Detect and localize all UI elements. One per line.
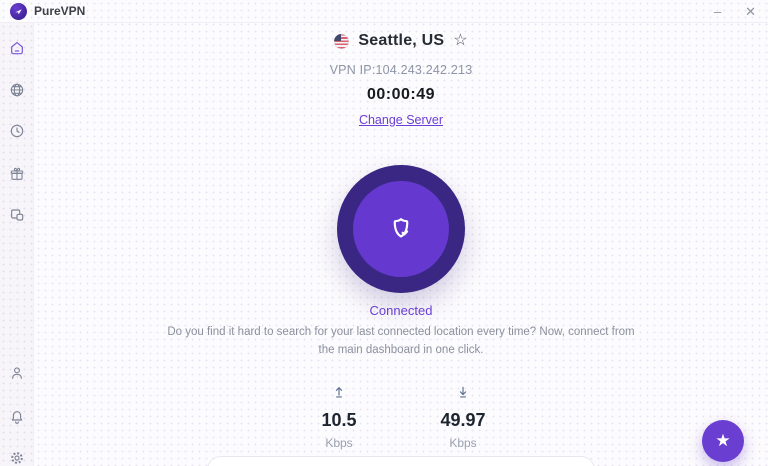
us-flag-icon [334,33,350,49]
connect-button[interactable] [337,165,465,293]
history-clock-icon [10,124,24,138]
promo-line-2: the main dashboard in one click. [318,343,484,356]
shield-check-icon [393,218,409,238]
session-timer: 00:00:49 [366,86,436,103]
purevpn-logo-icon [10,2,27,20]
close-button[interactable]: ✕ [745,3,756,19]
promo-line-1: Do you find it hard to search for your l… [167,326,635,338]
window-controls: – ✕ [714,5,756,18]
app-title: PureVPN [34,4,86,18]
bottom-panel[interactable] [207,456,595,466]
gift-icon [10,167,24,180]
favorites-fab-button[interactable]: ★ [702,420,744,462]
bell-icon [11,411,23,424]
sidebar-item-rewards[interactable] [9,166,25,182]
sidebar-item-locations[interactable] [9,82,25,98]
gear-icon [11,452,23,464]
favorite-star-icon[interactable]: ☆ [453,32,468,49]
profile-icon [12,367,22,379]
download-unit: Kbps [449,436,477,450]
change-server: Change Server [34,113,768,127]
sidebar-item-profile[interactable] [9,365,25,381]
upload-unit: Kbps [325,436,353,450]
connect-button-inner [353,181,449,277]
location-name: Seattle, US [358,32,445,49]
globe-icon [10,83,24,97]
devices-icon [11,209,24,221]
sidebar-item-devices[interactable] [9,207,25,223]
minimize-button[interactable]: – [713,3,722,19]
download-stat: 49.97 Kbps [434,385,492,450]
change-server-link[interactable]: Change Server [358,113,444,127]
upload-stat: 10.5 Kbps [310,385,368,450]
main-dashboard: Seattle, US ☆ VPN IP:104.243.242.213 00:… [34,23,768,466]
sidebar-item-settings[interactable] [9,450,25,466]
star-icon: ★ [715,431,731,450]
sidebar-item-home[interactable] [9,40,25,56]
download-value: 49.97 [440,410,486,430]
connection-status: Connected [369,303,433,318]
vpn-ip: VPN IP:104.243.242.213 [329,63,473,77]
sidebar [0,23,34,466]
home-icon [11,41,23,55]
promo-text: Do you find it hard to search for your l… [34,324,768,360]
location-row: Seattle, US ☆ [34,32,768,50]
titlebar: PureVPN – ✕ [0,0,768,23]
upload-arrow-icon [335,387,343,398]
download-arrow-icon [459,386,467,398]
sidebar-item-history[interactable] [9,123,25,139]
sidebar-item-notifications[interactable] [9,409,25,425]
upload-value: 10.5 [321,410,357,430]
speed-stats: 10.5 Kbps 49.97 Kbps [34,385,768,450]
